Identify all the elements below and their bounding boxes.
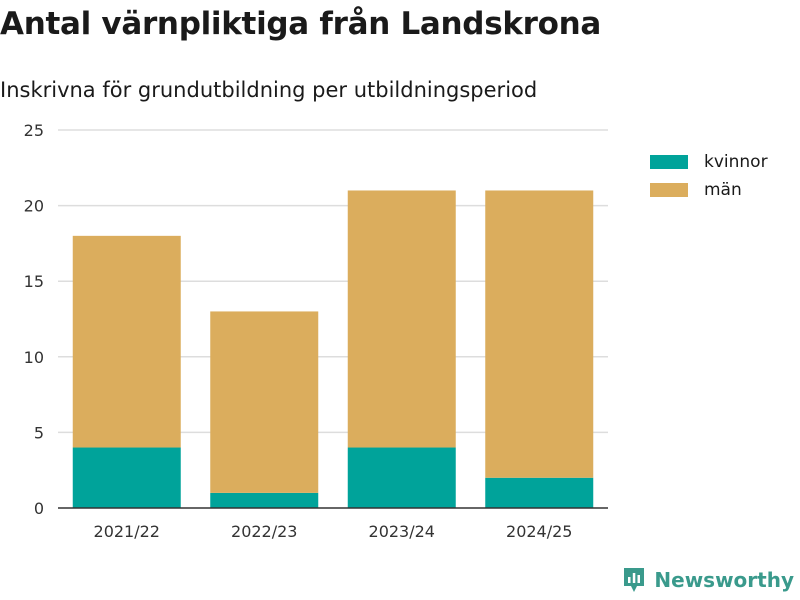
y-tick-label: 15 [24, 272, 44, 291]
legend-item-kvinnor: kvinnor [650, 148, 768, 176]
bar-kvinnor-2023-24 [347, 447, 456, 508]
legend-swatch-man [650, 183, 688, 197]
legend-label-man: män [704, 180, 742, 200]
bar-man-2021-22 [72, 235, 181, 448]
chart-subtitle: Inskrivna för grundutbildning per utbild… [0, 78, 538, 102]
x-tick-label: 2023/24 [369, 522, 435, 541]
bar-kvinnor-2021-22 [72, 447, 181, 508]
legend-label-kvinnor: kvinnor [704, 152, 768, 172]
bar-man-2023-24 [347, 190, 456, 448]
legend-item-man: män [650, 176, 768, 204]
y-tick-label: 10 [24, 348, 44, 367]
bar-man-2022-23 [210, 311, 319, 493]
bar-kvinnor-2022-23 [210, 492, 319, 508]
legend-swatch-kvinnor [650, 155, 688, 169]
bar-kvinnor-2024-25 [485, 477, 594, 508]
legend: kvinnor män [650, 148, 768, 204]
x-tick-label: 2022/23 [231, 522, 297, 541]
chart-title: Antal värnpliktiga från Landskrona [0, 6, 602, 42]
brand-label: Newsworthy [654, 568, 794, 592]
y-tick-label: 0 [34, 499, 44, 518]
bar-man-2024-25 [485, 190, 594, 478]
x-tick-label: 2021/22 [94, 522, 160, 541]
newsworthy-brand: Newsworthy [622, 566, 794, 594]
x-tick-label: 2024/25 [506, 522, 572, 541]
y-tick-label: 20 [24, 197, 44, 216]
y-tick-label: 5 [34, 423, 44, 442]
newsworthy-logo-icon [624, 568, 645, 592]
y-tick-label: 25 [24, 121, 44, 140]
